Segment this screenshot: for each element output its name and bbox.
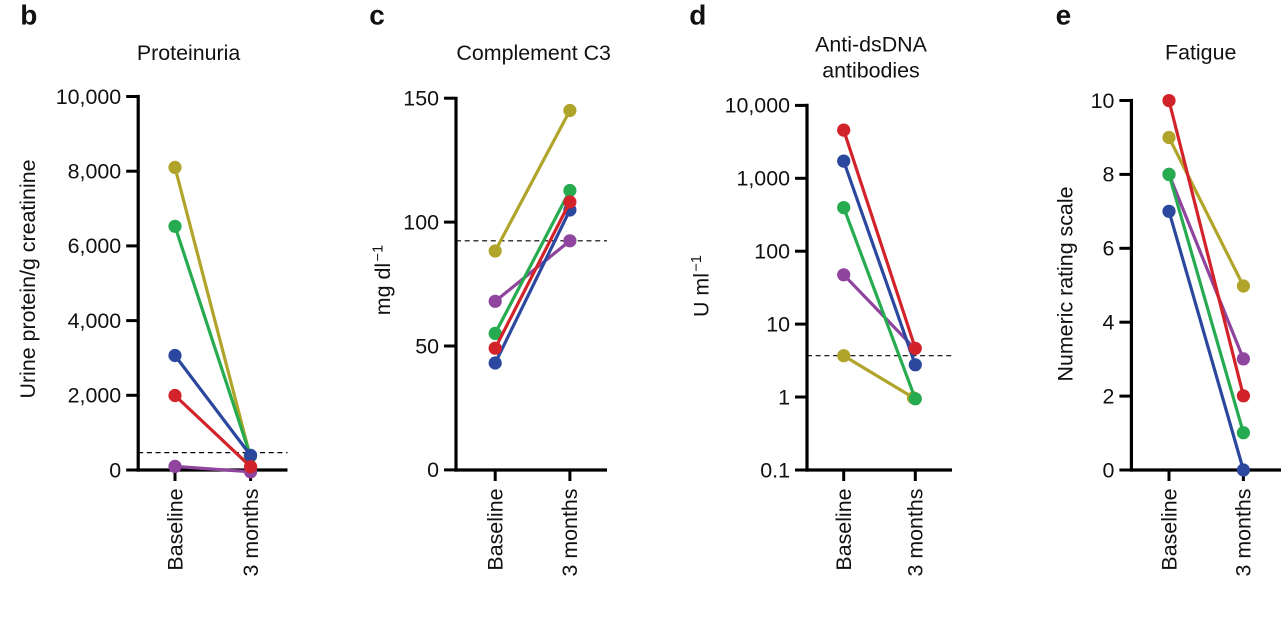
svg-text:Complement C3: Complement C3 xyxy=(456,41,611,65)
svg-text:U ml−1: U ml−1 xyxy=(689,255,714,317)
svg-text:2,000: 2,000 xyxy=(68,384,122,408)
svg-text:2: 2 xyxy=(1102,384,1114,408)
svg-text:100: 100 xyxy=(403,210,439,234)
svg-text:d: d xyxy=(689,0,706,30)
svg-text:3 months: 3 months xyxy=(558,489,582,577)
svg-text:4,000: 4,000 xyxy=(68,309,122,333)
svg-text:Baseline: Baseline xyxy=(484,489,508,571)
svg-text:10: 10 xyxy=(766,312,790,336)
svg-text:b: b xyxy=(20,0,37,30)
svg-text:3 months: 3 months xyxy=(239,489,263,577)
svg-text:Proteinuria: Proteinuria xyxy=(137,41,241,65)
svg-text:Numeric rating scale: Numeric rating scale xyxy=(1054,187,1078,382)
svg-text:10,000: 10,000 xyxy=(725,94,791,118)
svg-text:c: c xyxy=(369,0,385,30)
svg-text:3 months: 3 months xyxy=(904,489,928,577)
svg-text:100: 100 xyxy=(754,240,790,264)
svg-text:10,000: 10,000 xyxy=(56,85,122,109)
svg-text:e: e xyxy=(1056,0,1072,30)
svg-text:Fatigue: Fatigue xyxy=(1165,41,1236,65)
svg-text:1: 1 xyxy=(778,385,790,409)
svg-text:4: 4 xyxy=(1102,311,1114,335)
svg-text:150: 150 xyxy=(403,87,439,111)
svg-text:antibodies: antibodies xyxy=(822,59,920,83)
svg-text:Baseline: Baseline xyxy=(163,489,187,571)
svg-text:Anti-dsDNA: Anti-dsDNA xyxy=(815,32,927,56)
svg-text:Baseline: Baseline xyxy=(832,489,856,571)
svg-text:1,000: 1,000 xyxy=(736,167,790,191)
svg-text:0: 0 xyxy=(109,458,121,482)
svg-text:6: 6 xyxy=(1102,237,1114,261)
svg-text:8,000: 8,000 xyxy=(68,160,122,184)
svg-text:6,000: 6,000 xyxy=(68,234,122,258)
svg-text:0: 0 xyxy=(427,458,439,482)
svg-text:0.1: 0.1 xyxy=(760,458,790,482)
svg-text:Urine protein/g creatinine: Urine protein/g creatinine xyxy=(16,160,40,399)
svg-text:3 months: 3 months xyxy=(1232,489,1256,577)
svg-text:10: 10 xyxy=(1091,89,1115,113)
svg-text:0: 0 xyxy=(1102,458,1114,482)
svg-text:Baseline: Baseline xyxy=(1157,489,1181,571)
svg-text:8: 8 xyxy=(1102,163,1114,187)
svg-text:50: 50 xyxy=(415,334,439,358)
